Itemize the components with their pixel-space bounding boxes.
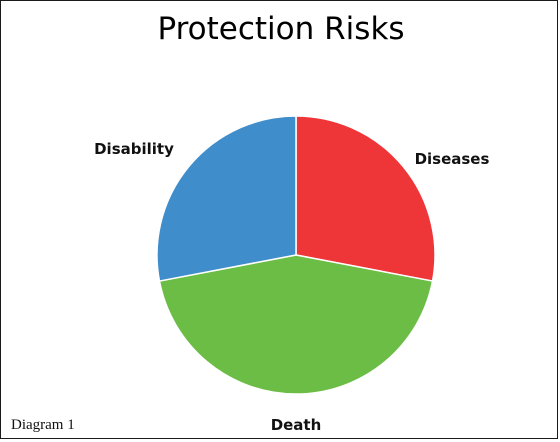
- slice-label-diseases: Diseases: [415, 150, 490, 168]
- pie-slice-diseases: [295, 115, 436, 282]
- chart-title: Protection Risks: [157, 11, 405, 47]
- slice-label-disability: Disability: [94, 140, 174, 158]
- pie-slice-disability: [156, 115, 297, 282]
- slice-label-death: Death: [271, 416, 322, 434]
- figure-caption: Diagram 1: [11, 417, 75, 433]
- pie-slice-death: [158, 254, 434, 395]
